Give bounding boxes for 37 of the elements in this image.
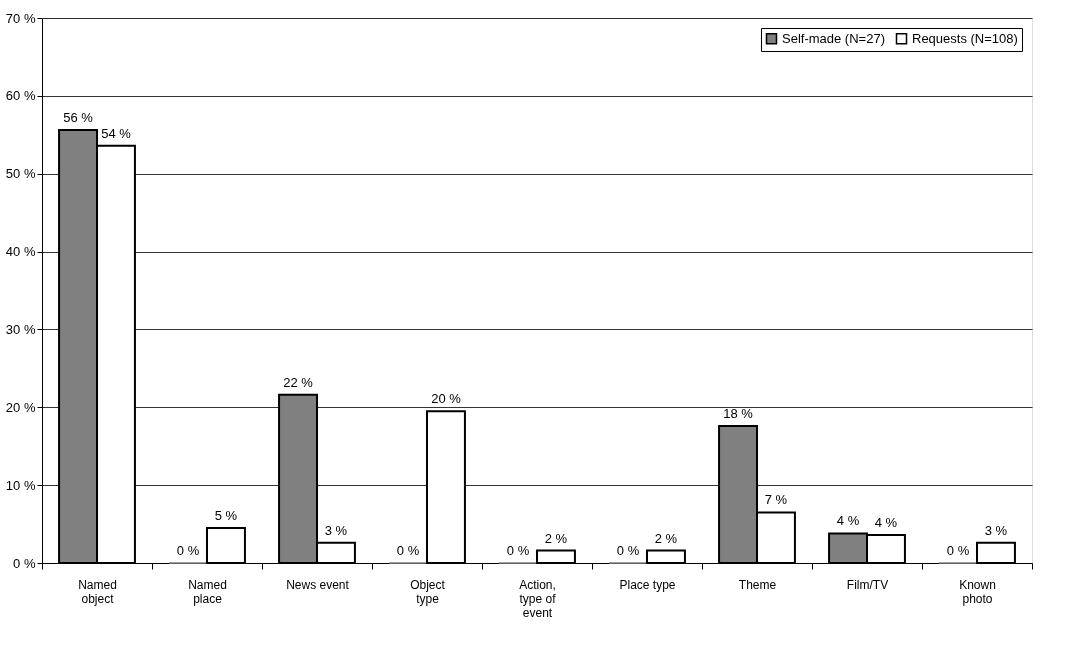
data-label: 0 % — [946, 543, 970, 558]
data-label: 4 % — [836, 513, 860, 529]
y-tick-label: 60 % — [5, 88, 36, 104]
data-label: 56 % — [63, 110, 94, 126]
y-tick-label: 70 % — [5, 10, 36, 26]
x-tick-label: Named place — [188, 577, 227, 606]
x-tick-label: Action, type of event — [519, 577, 557, 620]
x-tick-label: Place type — [619, 577, 676, 592]
x-tick-label: Known photo — [959, 577, 996, 606]
data-label: 3 % — [324, 522, 348, 538]
data-label: 0 % — [396, 543, 420, 558]
data-label: 7 % — [764, 492, 788, 508]
x-tick-label: Named object — [78, 577, 117, 606]
legend-label: Self-made (N=27) — [782, 30, 885, 46]
x-tick-label: Object type — [410, 577, 446, 606]
x-tick-label: Film/TV — [846, 577, 889, 592]
x-tick-label: Theme — [738, 577, 777, 592]
data-label: 0 % — [176, 543, 200, 558]
data-label: 54 % — [101, 125, 132, 141]
data-label: 2 % — [544, 530, 568, 546]
data-label: 4 % — [874, 514, 898, 530]
data-label: 0 % — [616, 543, 640, 558]
data-label: 0 % — [506, 543, 530, 558]
y-tick-label: 0 % — [13, 555, 36, 571]
data-label: 20 % — [431, 391, 462, 407]
x-tick-label: News event — [286, 577, 350, 592]
y-tick-label: 40 % — [5, 244, 36, 260]
data-label: 3 % — [984, 522, 1008, 538]
data-label: 5 % — [214, 507, 238, 523]
y-tick-label: 30 % — [5, 321, 36, 337]
y-tick-label: 10 % — [5, 477, 36, 493]
data-label: 2 % — [654, 530, 678, 546]
data-label: 18 % — [723, 405, 754, 421]
legend-label: Requests (N=108) — [912, 30, 1018, 46]
data-label: 22 % — [283, 374, 314, 390]
y-tick-label: 50 % — [5, 166, 36, 182]
y-tick-label: 20 % — [5, 399, 36, 415]
